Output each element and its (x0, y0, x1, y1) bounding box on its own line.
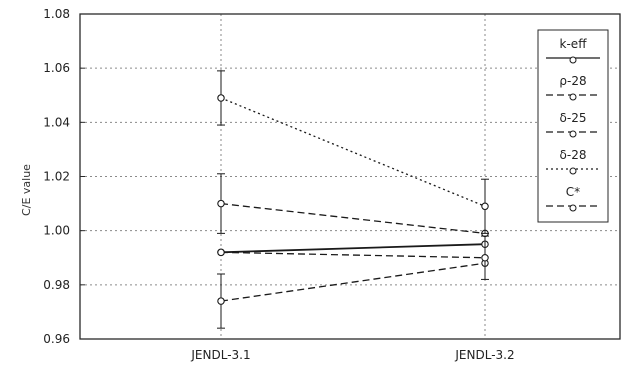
series-line (220, 97, 486, 207)
y-tick-label: 0.98 (43, 278, 70, 292)
legend: k-eff ρ-28 δ-25 δ-28 C* (537, 29, 609, 223)
x-tick-label: JENDL-3.1 (190, 348, 250, 362)
series-ρ-28 (217, 173, 489, 238)
x-tick-label: JENDL-3.2 (454, 348, 514, 362)
series-δ-28 (217, 70, 489, 234)
series-group (217, 70, 489, 329)
legend-marker (569, 93, 577, 101)
legend-label: k-eff (560, 37, 588, 51)
y-tick-label: 1.00 (43, 224, 70, 238)
y-tick-label: 1.02 (43, 170, 70, 184)
series-δ-25 (217, 259, 489, 329)
y-tick-label: 1.08 (43, 7, 70, 21)
series-line (220, 202, 486, 235)
legend-label: δ-25 (560, 111, 587, 125)
y-tick-label: 0.96 (43, 332, 70, 346)
legend-marker (569, 204, 577, 212)
series-line (220, 251, 486, 259)
legend-label: ρ-28 (559, 74, 586, 88)
y-axis-label: C/E value (20, 164, 33, 216)
data-point (217, 94, 225, 102)
series-line (220, 262, 486, 302)
data-point (217, 297, 225, 305)
y-tick-label: 1.04 (43, 115, 70, 129)
data-point (481, 254, 489, 262)
y-tick-label: 1.06 (43, 61, 70, 75)
legend-marker (569, 130, 577, 138)
legend-label: C* (566, 185, 580, 199)
data-point (481, 202, 489, 211)
data-point (217, 199, 225, 208)
y-tick-labels: 0.96 0.98 1.00 1.02 1.04 1.06 1.08 (43, 7, 85, 346)
legend-marker (569, 56, 577, 64)
series-C* (217, 235, 489, 280)
series-line (220, 243, 486, 254)
x-tick-labels: JENDL-3.1 JENDL-3.2 (190, 348, 514, 362)
data-point (217, 248, 225, 257)
legend-label: δ-28 (560, 148, 587, 162)
legend-marker (569, 167, 577, 175)
